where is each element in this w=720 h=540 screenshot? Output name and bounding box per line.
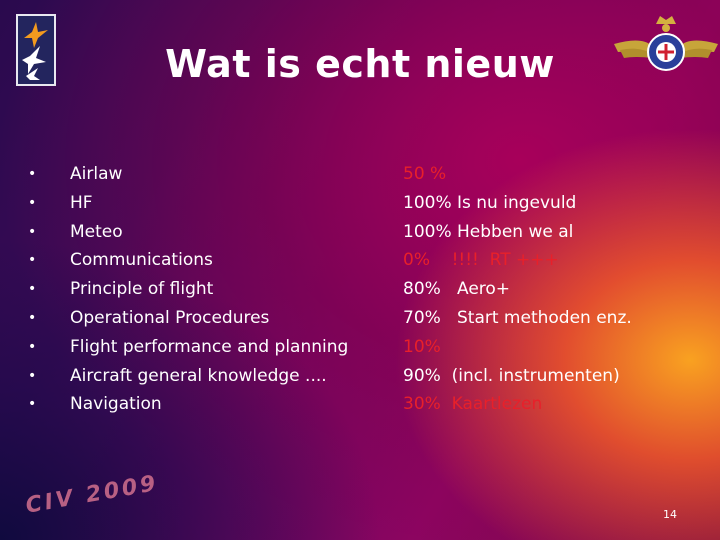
status-item: 30% Kaartlezen	[403, 394, 543, 415]
list-item: • Operational Procedures	[28, 304, 348, 333]
topic-label: Operational Procedures	[70, 307, 270, 328]
bullet-dot: •	[28, 194, 37, 211]
topic-label: Principle of flight	[70, 279, 214, 300]
topic-label: Flight performance and planning	[70, 336, 349, 357]
topic-label: Navigation	[70, 394, 162, 415]
bullet-dot: •	[28, 166, 37, 182]
bird-emblem-icon	[16, 14, 56, 86]
list-item: • Flight performance and planning	[28, 333, 348, 362]
topic-label: HF	[70, 192, 93, 213]
bullet-dot: •	[28, 396, 37, 413]
page-number: 14	[663, 508, 677, 521]
list-item: • Airlaw	[28, 160, 348, 189]
bullet-dot: •	[28, 367, 37, 384]
slide-title: Wat is echt nieuw	[165, 42, 555, 86]
status-item: 10%	[403, 336, 441, 357]
topic-label: Aircraft general knowledge ....	[70, 365, 327, 386]
status-item: 90% (incl. instrumenten)	[403, 365, 620, 386]
status-item: 50 %	[403, 164, 447, 184]
topics-list: • Airlaw • HF • Meteo • Communications • Prin…	[28, 160, 348, 419]
bullet-dot: •	[28, 309, 37, 326]
topic-label: Communications	[70, 250, 213, 271]
topic-label: Meteo	[70, 221, 123, 242]
bullet-dot: •	[28, 252, 37, 269]
winged-crest-emblem-icon	[612, 6, 720, 86]
list-item: • Navigation	[28, 390, 348, 419]
list-item: • HF	[28, 189, 348, 218]
status-item: 80% Aero+	[403, 279, 511, 300]
status-item: 100% Is nu ingevuld	[403, 192, 577, 213]
status-item: 0% !!!! RT +++	[403, 250, 559, 271]
status-list: 50 % 100% Is nu ingevuld 100% Hebben we …	[403, 160, 632, 419]
status-item: 100% Hebben we al	[403, 221, 574, 242]
bullet-dot: •	[28, 281, 37, 298]
bullet-dot: •	[28, 338, 37, 355]
list-item: • Communications	[28, 246, 348, 275]
list-item: • Aircraft general knowledge ....	[28, 362, 348, 391]
status-item: 70% Start methoden enz.	[403, 307, 632, 328]
list-item: • Principle of flight	[28, 275, 348, 304]
bullet-dot: •	[28, 223, 37, 240]
topic-label: Airlaw	[70, 164, 123, 184]
list-item: • Meteo	[28, 218, 348, 247]
